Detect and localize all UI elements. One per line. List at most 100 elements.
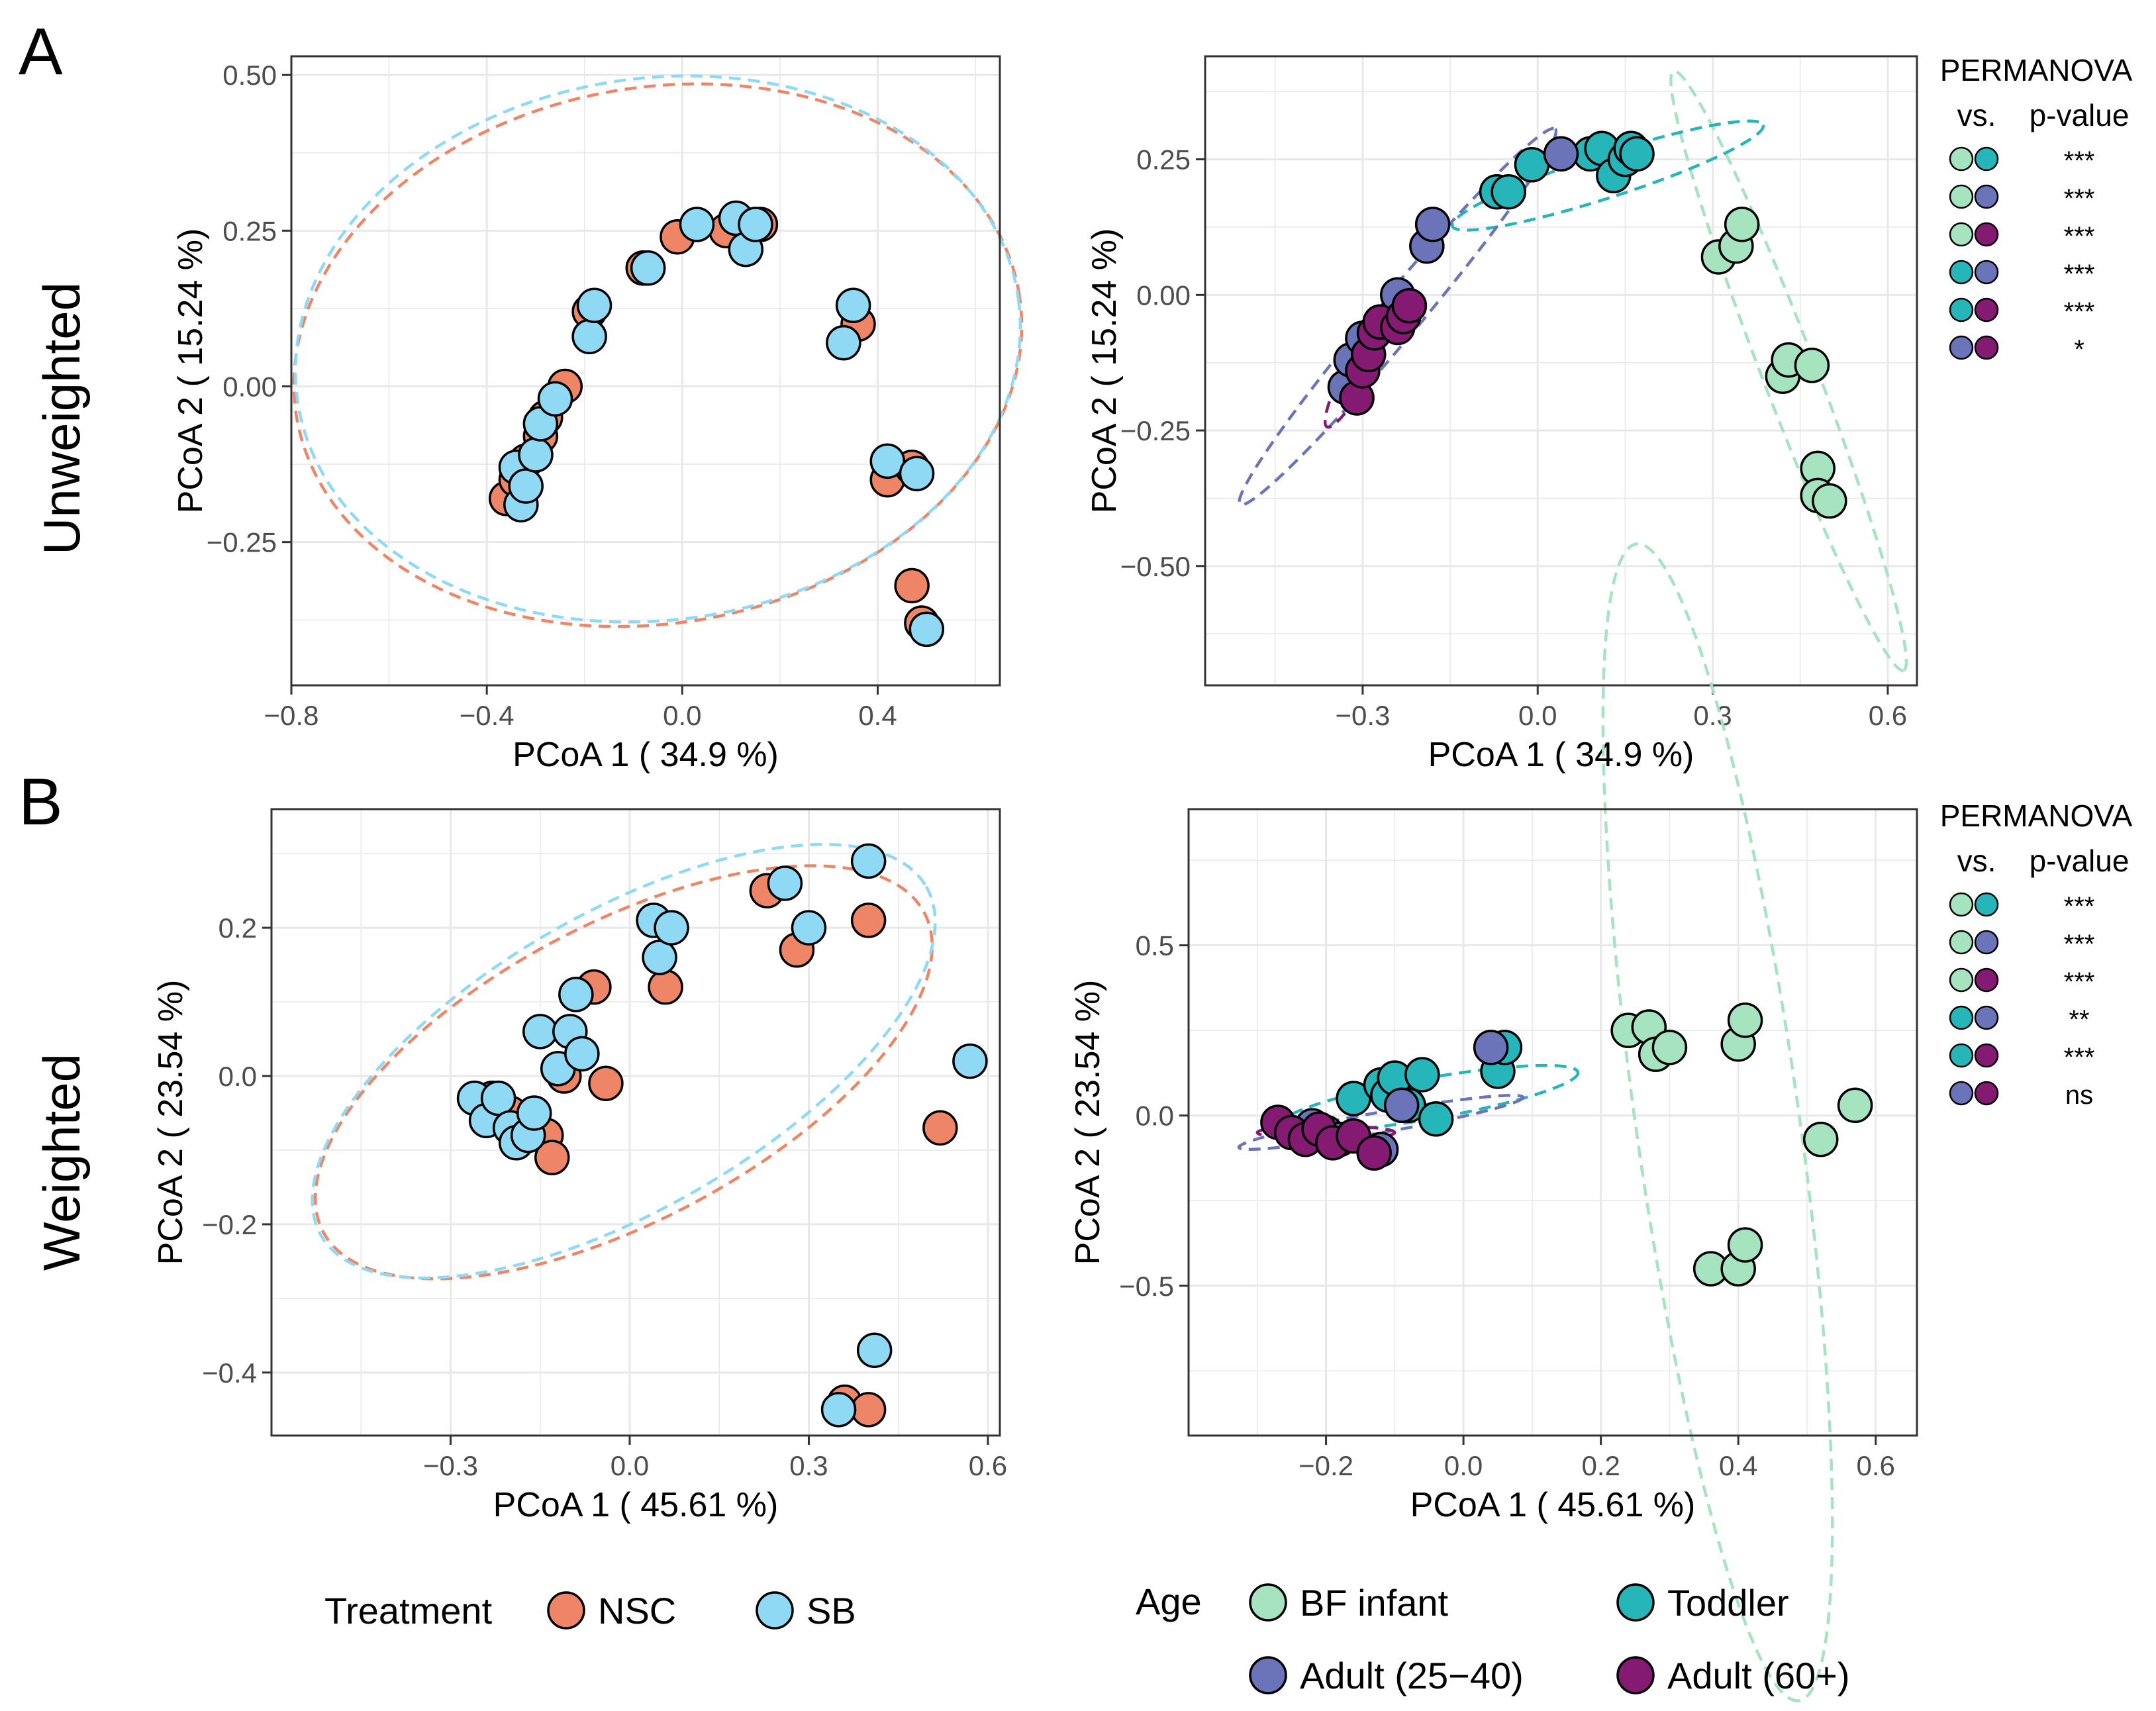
- c0-point-nsc: [894, 567, 930, 604]
- c2-point-nsc: [850, 903, 887, 938]
- c1-y-tick-label: 0.25: [1136, 144, 1191, 175]
- legend-key-bf-infant: [1249, 1583, 1287, 1622]
- permanova-p-value: ***: [2064, 260, 2095, 289]
- c3-point-adult-25-40: [1473, 1030, 1509, 1065]
- permanova-vs-label: vs.: [1957, 98, 1996, 132]
- c3-point-bf-infant: [1727, 1002, 1763, 1038]
- c2-point-sb: [952, 1043, 988, 1079]
- c3-point-bf-infant: [1837, 1087, 1873, 1124]
- permanova-vs-label: vs.: [1957, 844, 1996, 878]
- c2-x-tick-label: 0.3: [789, 1450, 828, 1481]
- permanova-p-value: ***: [2064, 1043, 2095, 1072]
- c2-y-tick-label: 0.2: [219, 912, 257, 944]
- permanova-swatch-toddler: [1949, 1043, 1974, 1068]
- c1-y-tick-label: −0.50: [1120, 551, 1191, 582]
- c3-x-tick-label: 0.0: [1444, 1450, 1483, 1481]
- c3-point-toddler: [1404, 1057, 1440, 1093]
- c2-point-sb: [480, 1080, 516, 1116]
- c2-point-sb: [850, 843, 887, 879]
- c1-point-toddler: [1491, 173, 1526, 210]
- c3-point-bf-infant: [1802, 1121, 1839, 1157]
- c0-y-axis-label: PCoA 2 ( 15.24 %): [172, 228, 210, 514]
- permanova-p-value: ***: [2064, 146, 2095, 175]
- permanova-p-value: ***: [2064, 967, 2095, 997]
- permanova-swatch-adult-60: [1974, 967, 1999, 993]
- permanova-p-value: ***: [2064, 297, 2095, 326]
- c0-point-sb: [630, 250, 666, 286]
- c0-point-sb: [576, 287, 612, 323]
- c1-point-adult-25-40: [1543, 136, 1579, 172]
- c0-x-axis-label: PCoA 1 ( 34.9 %): [513, 736, 779, 774]
- c2-point-sb: [558, 977, 594, 1012]
- c0-y-tick-label: 0.50: [222, 60, 277, 91]
- c2-x-tick-label: −0.3: [423, 1450, 478, 1481]
- c2-point-nsc: [588, 1065, 624, 1101]
- c0-point-sb: [899, 456, 935, 491]
- permanova-swatch-adult-60: [1974, 1081, 1999, 1106]
- c3-point-adult-25-40: [1383, 1087, 1420, 1124]
- c2-point-sb: [564, 1036, 600, 1072]
- c3-y-axis-label: PCoA 2 ( 23.54 %): [1069, 980, 1107, 1265]
- c2-panel-background: [271, 809, 1000, 1436]
- c0-panel-border: [290, 55, 1001, 687]
- c2-point-sb: [522, 1014, 558, 1050]
- panel-label-a: A: [19, 15, 63, 89]
- permanova-p-value: *: [2074, 335, 2084, 364]
- permanova-p-value: ***: [2064, 184, 2095, 213]
- c1-point-adult-25-40: [1414, 207, 1451, 242]
- c0-point-sb: [537, 381, 573, 417]
- c0-x-tick-label: −0.4: [460, 700, 514, 731]
- legend-label-toddler: Toddler: [1667, 1582, 1789, 1624]
- permanova-swatch-adult-60: [1974, 1043, 1999, 1068]
- permanova-swatch-bf-infant: [1949, 892, 1974, 917]
- permanova-p-value: **: [2069, 1005, 2089, 1034]
- c2-y-axis-label: PCoA 2 ( 23.54 %): [152, 980, 190, 1265]
- c3-x-axis-label: PCoA 1 ( 45.61 %): [1410, 1486, 1696, 1524]
- permanova-swatch-toddler: [1949, 1005, 1974, 1030]
- permanova-p-value: ***: [2064, 930, 2095, 959]
- c1-point-bf-infant: [1724, 207, 1760, 242]
- permanova-swatch-bf-infant: [1949, 222, 1974, 247]
- c3-y-tick-label: −0.5: [1119, 1271, 1174, 1302]
- c2-ellipse-sb: [311, 843, 937, 1280]
- c1-ellipse-bf-infant: [1669, 70, 1908, 672]
- c0-point-sb: [518, 437, 554, 473]
- c3-point-bf-infant: [1651, 1030, 1688, 1065]
- c0-point-sb: [738, 207, 773, 242]
- c1-x-axis-label: PCoA 1 ( 34.9 %): [1428, 736, 1694, 774]
- c0-ellipse-sb: [293, 74, 1022, 624]
- c2-point-nsc: [850, 1392, 887, 1428]
- c3-ellipse-bf-infant: [1601, 542, 1834, 1702]
- c3-ellipse-adult-60: [1255, 1124, 1396, 1141]
- legend-key-adult-25-40: [1249, 1656, 1287, 1694]
- treatment-legend: Treatment NSC SB: [324, 1590, 856, 1632]
- c3-x-tick-label: −0.2: [1298, 1450, 1353, 1481]
- legend-key-adult-60: [1616, 1656, 1655, 1694]
- c3-x-tick-label: 0.4: [1719, 1450, 1757, 1481]
- c2-point-nsc: [922, 1110, 958, 1146]
- c0-x-tick-label: 0.4: [858, 700, 897, 731]
- c2-point-sb: [516, 1095, 552, 1131]
- c1-panel-border: [1204, 55, 1918, 687]
- c2-ellipse-nsc: [313, 864, 934, 1281]
- c0-x-tick-label: 0.0: [663, 700, 701, 731]
- weighted-treatment-plot: −0.3 0.0 0.3 0.6 −0.4 −0.2 0.0 0.2 PCoA 1 ( 45.6…: [152, 808, 1007, 1524]
- c0-point-sb: [571, 318, 607, 355]
- permanova-swatch-bf-infant: [1949, 930, 1974, 955]
- c3-x-tick-label: 0.6: [1857, 1450, 1895, 1481]
- c0-point-sb: [508, 468, 544, 504]
- permanova-swatch-bf-infant: [1949, 146, 1974, 171]
- permanova-p-value: ***: [2064, 892, 2095, 921]
- legend-label-sb: SB: [807, 1590, 856, 1632]
- c1-x-tick-label: 0.3: [1693, 700, 1732, 731]
- unweighted-treatment-plot: −0.8 −0.4 0.0 0.4 −0.25 0.00 0.25 0.50 PCoA 1 ( …: [172, 55, 1024, 774]
- c0-x-tick-label: −0.8: [264, 700, 319, 731]
- permanova-swatch-adult-25-40: [1974, 184, 1999, 209]
- legend-key-nsc: [547, 1591, 585, 1630]
- c2-point-sb: [642, 940, 677, 975]
- c3-x-tick-label: 0.2: [1581, 1450, 1620, 1481]
- permanova-swatch-adult-60: [1974, 222, 1999, 247]
- permanova-swatch-adult-60: [1974, 335, 1999, 360]
